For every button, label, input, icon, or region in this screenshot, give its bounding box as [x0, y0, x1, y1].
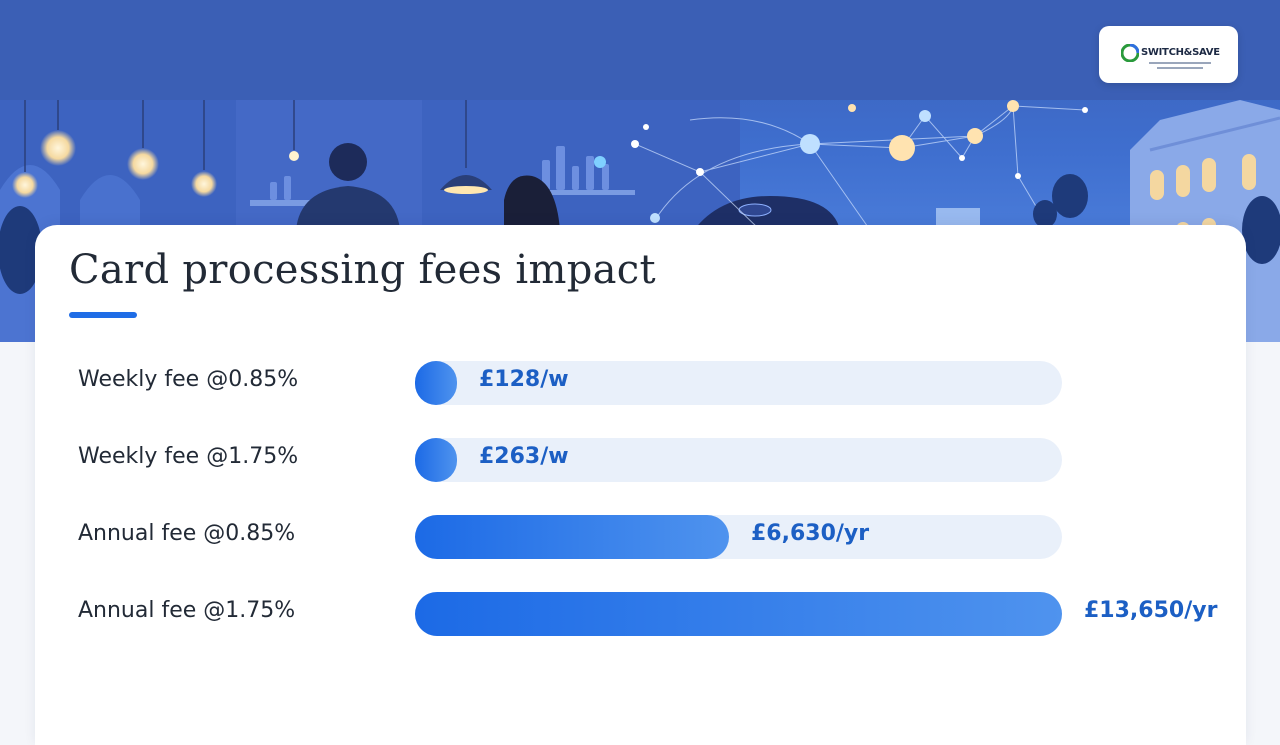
- bar-category-label: Annual fee @1.75%: [78, 598, 296, 623]
- bar-value-label: £263/w: [479, 444, 569, 469]
- bar-category-label: Weekly fee @1.75%: [78, 444, 299, 469]
- bar: [415, 592, 1062, 636]
- bar-track: [415, 438, 1062, 482]
- brand-logo: SWITCH&SAVE: [1099, 26, 1238, 83]
- brand-tagline-line: [1149, 62, 1211, 64]
- bar-value-label: £6,630/yr: [751, 521, 870, 546]
- page-title: Card processing fees impact: [69, 247, 656, 293]
- bar-category-label: Weekly fee @0.85%: [78, 367, 299, 392]
- bar: [415, 515, 729, 559]
- bar-track: [415, 361, 1062, 405]
- bar-row: Weekly fee @1.75% £263/w: [35, 438, 1246, 482]
- title-underline: [69, 312, 137, 318]
- fees-card: Card processing fees impact Weekly fee @…: [35, 225, 1246, 745]
- bar-row: Annual fee @0.85% £6,630/yr: [35, 515, 1246, 559]
- bar-value-label: £128/w: [479, 367, 569, 392]
- switch-arrows-icon: [1121, 44, 1139, 62]
- brand-tagline-line: [1157, 67, 1203, 69]
- hero-banner: [0, 0, 1280, 342]
- bar: [415, 361, 457, 405]
- bar-category-label: Annual fee @0.85%: [78, 521, 296, 546]
- bar-row: Weekly fee @0.85% £128/w: [35, 361, 1246, 405]
- bar-row: Annual fee @1.75% £13,650/yr: [35, 592, 1246, 636]
- brand-name: SWITCH&SAVE: [1141, 47, 1220, 58]
- bar: [415, 438, 457, 482]
- bar-value-label: £13,650/yr: [1084, 598, 1218, 623]
